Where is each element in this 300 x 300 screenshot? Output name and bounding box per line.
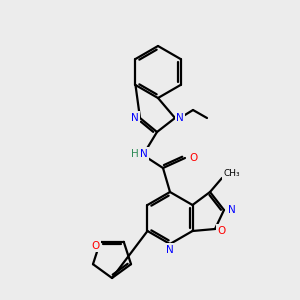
- Text: N: N: [140, 149, 148, 159]
- Text: N: N: [228, 205, 236, 215]
- Text: O: O: [91, 241, 99, 251]
- Text: O: O: [189, 153, 197, 163]
- Text: N: N: [166, 245, 174, 255]
- Text: H: H: [131, 149, 139, 159]
- Text: N: N: [176, 113, 184, 123]
- Text: O: O: [218, 226, 226, 236]
- Text: N: N: [131, 113, 139, 123]
- Text: CH₃: CH₃: [224, 169, 240, 178]
